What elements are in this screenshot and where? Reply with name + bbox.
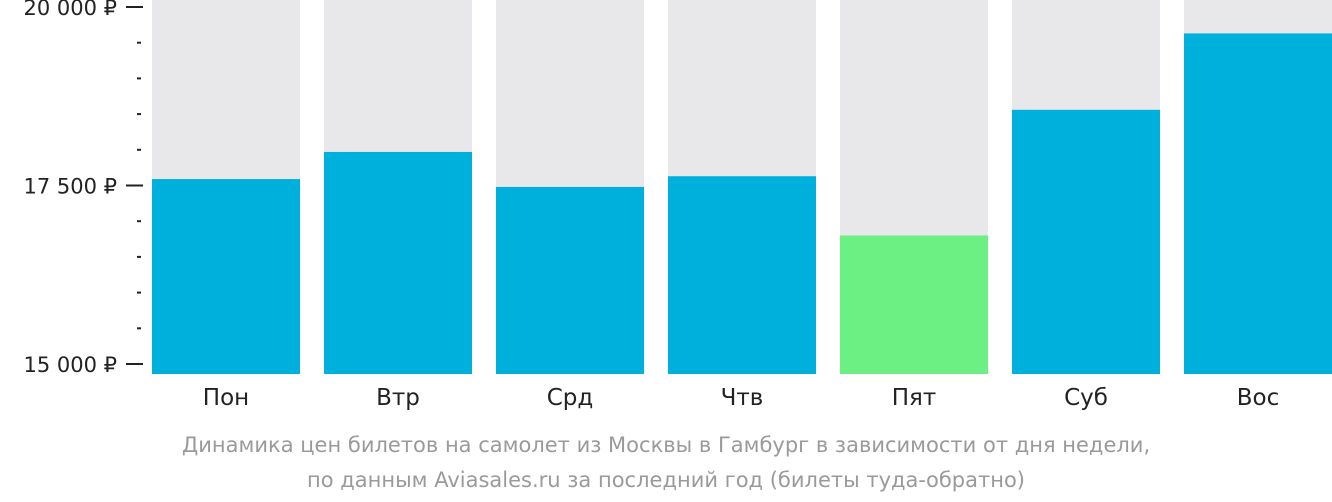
chart-caption-line-1: Динамика цен билетов на самолет из Москв… [181,433,1151,457]
x-tick-label-5: Пят [892,385,937,411]
bar-layer [152,33,1332,374]
bar-3 [496,186,644,374]
chart-caption-line-2: по данным Aviasales.ru за последний год … [307,468,1025,492]
x-tick-label-4: Чтв [721,385,764,411]
x-tick-label-6: Суб [1064,385,1108,411]
x-tick-label-3: Срд [547,385,594,411]
x-axis: Пон Втр Срд Чтв Пят Суб Вос [203,385,1279,411]
bar-5 [840,235,988,374]
y-tick-label-1: 20 000 ₽ [23,0,117,20]
y-axis: 20 000 ₽ 17 500 ₽ 15 000 ₽ [23,0,143,377]
x-tick-label-2: Втр [376,385,420,411]
y-tick-label-2: 17 500 ₽ [23,175,117,199]
bar-7 [1184,33,1332,374]
y-tick-label-3: 15 000 ₽ [23,353,117,377]
bar-4 [668,176,816,374]
x-tick-label-7: Вос [1237,385,1280,411]
bar-2 [324,151,472,374]
x-tick-label-1: Пон [203,385,249,411]
bar-6 [1012,109,1160,374]
bar-1 [152,179,300,374]
price-by-weekday-chart: 20 000 ₽ 17 500 ₽ 15 000 ₽ Пон Втр Срд Чтв Пят… [23,0,1332,411]
